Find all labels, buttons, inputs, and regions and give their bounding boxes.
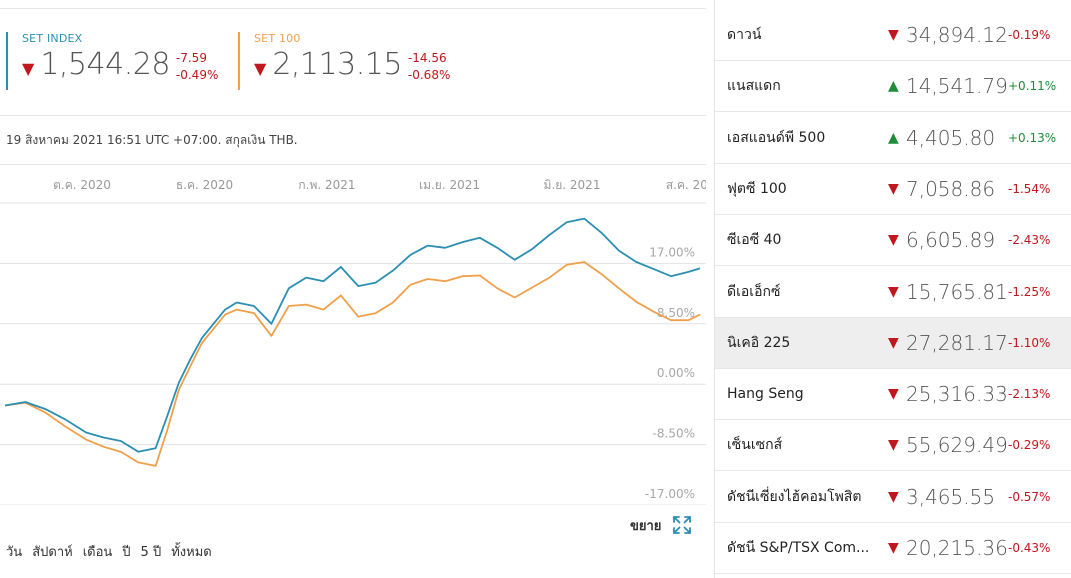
- index-row[interactable]: ดีเอเอ็กซ์ ▼ 15,765.81 -1.25%: [715, 267, 1071, 318]
- index-value: 20,215.36: [906, 536, 1008, 560]
- quote-set-100[interactable]: SET 100 ▼ 2,113.15 -14.56 -0.68%: [238, 32, 450, 90]
- quote-change: -14.56: [407, 51, 447, 65]
- index-value: 25,316.33: [906, 382, 1008, 407]
- up-arrow-icon: ▲: [888, 129, 899, 146]
- index-name: ดัชนี S&P/TSX Com...: [727, 540, 870, 556]
- quote-set-index[interactable]: SET INDEX ▼ 1,544.28 -7.59 -0.49%: [6, 32, 218, 90]
- index-value: 27,281.17: [906, 330, 1008, 355]
- index-change: -0.57%: [1008, 489, 1051, 504]
- down-arrow-icon: ▼: [888, 437, 899, 454]
- line-chart[interactable]: 17.00% 8.50% 0.00% -8.50% -17.00% ต.ค. 2020 ธ.…: [0, 165, 706, 505]
- index-row[interactable]: ดัชนีเซี่ยงไฮ้คอมโพสิต ▼ 3,465.55 -0.57%: [715, 472, 1071, 523]
- chart-panel: SET INDEX ▼ 1,544.28 -7.59 -0.49% SET 10…: [0, 8, 706, 562]
- index-row[interactable]: แนสแดก ▲ 14,541.79 +0.11%: [715, 61, 1071, 113]
- down-arrow-icon: ▼: [888, 386, 899, 403]
- index-name: ซีเอซี 40: [727, 232, 782, 249]
- index-name: ฟุตซี 100: [727, 180, 787, 197]
- y-tick-label: -17.00%: [645, 487, 695, 501]
- quote-name: SET 100: [254, 32, 301, 45]
- index-row[interactable]: ฟุตซี 100 ▼ 7,058.86 -1.54%: [715, 164, 1071, 215]
- index-value: 7,058.86: [906, 176, 996, 201]
- down-arrow-icon: ▼: [888, 334, 899, 351]
- index-row[interactable]: ซีเอซี 40 ▼ 6,605.89 -2.43%: [715, 215, 1071, 267]
- index-name: แนสแดก: [727, 78, 781, 95]
- index-row[interactable]: นิเคอิ 225 ▼ 27,281.17 -1.10%: [715, 317, 1071, 369]
- divider: [0, 115, 706, 116]
- series-line-set-100: [4, 261, 701, 467]
- index-value: 55,629.49: [906, 433, 1008, 458]
- range-year[interactable]: ปี: [122, 545, 131, 560]
- top-divider: [0, 8, 706, 9]
- index-name: ดีเอเอ็กซ์: [727, 283, 781, 300]
- up-arrow-icon: ▲: [888, 78, 899, 95]
- x-tick-label: มิ.ย. 2021: [544, 178, 601, 192]
- index-row[interactable]: เอสแอนด์พี 500 ▲ 4,405.80 +0.13%: [715, 113, 1071, 164]
- index-change: -0.43%: [1008, 541, 1051, 555]
- divider: [0, 164, 706, 165]
- index-row[interactable]: ดาวน์ ▼ 34,894.12 -0.19%: [715, 10, 1071, 61]
- down-arrow-icon: ▼: [22, 59, 35, 78]
- down-arrow-icon: ▼: [888, 232, 899, 249]
- y-tick-label: 17.00%: [649, 245, 695, 259]
- index-change: -0.29%: [1008, 438, 1051, 453]
- index-value: 34,894.12: [906, 23, 1008, 47]
- quote-name: SET INDEX: [22, 32, 83, 45]
- index-row[interactable]: เซ็นเซกส์ ▼ 55,629.49 -0.29%: [715, 420, 1071, 472]
- series-line-set-index: [4, 217, 701, 453]
- index-change: +0.13%: [1008, 130, 1057, 145]
- index-list: ดาวน์ ▼ 34,894.12 -0.19% แนสแดก ▲ 14,541.79 +0.…: [714, 0, 1071, 578]
- index-change: -2.43%: [1008, 233, 1051, 248]
- down-arrow-icon: ▼: [888, 283, 899, 300]
- quote-percent: -0.68%: [407, 68, 451, 82]
- index-change: -1.54%: [1008, 181, 1051, 196]
- index-name: ดัชนีเซี่ยงไฮ้คอมโพสิต: [727, 488, 862, 505]
- index-change: -2.13%: [1008, 387, 1051, 402]
- expand-icon: [673, 516, 692, 534]
- index-name: เซ็นเซกส์: [727, 437, 783, 454]
- index-row[interactable]: Hang Seng ▼ 25,316.33 -2.13%: [715, 369, 1071, 421]
- index-name: Hang Seng: [727, 386, 804, 403]
- y-tick-label: 8.50%: [657, 306, 695, 320]
- quote-value: 1,544.28: [40, 47, 170, 82]
- down-arrow-icon: ▼: [254, 59, 267, 78]
- range-month[interactable]: เดือน: [82, 545, 113, 560]
- as-of-timestamp: 19 สิงหาคม 2021 16:51 UTC +07:00. สกุลเง…: [6, 133, 298, 147]
- index-value: 4,405.80: [906, 125, 996, 150]
- y-tick-label: -8.50%: [653, 427, 695, 441]
- quote-value: 2,113.15: [272, 47, 402, 82]
- index-value: 15,765.81: [906, 279, 1008, 304]
- range-5-year[interactable]: 5 ปี: [140, 545, 162, 560]
- y-tick-label: 0.00%: [657, 366, 695, 380]
- index-row[interactable]: ดัชนี S&P/TSX Com... ▼ 20,215.36 -0.43%: [715, 523, 1071, 574]
- range-day[interactable]: วัน: [6, 545, 23, 560]
- index-change: -1.25%: [1008, 284, 1051, 299]
- index-change: -1.10%: [1008, 335, 1051, 350]
- index-value: 14,541.79: [906, 74, 1008, 99]
- down-arrow-icon: ▼: [888, 180, 899, 197]
- x-tick-label: ส.ค. 2021: [666, 178, 706, 192]
- x-tick-label: ก.พ. 2021: [298, 178, 355, 192]
- quote-percent: -0.49%: [175, 68, 219, 82]
- index-value: 3,465.55: [906, 484, 996, 509]
- index-name: ดาวน์: [727, 27, 762, 43]
- quote-change: -7.59: [175, 51, 207, 65]
- index-name: เอสแอนด์พี 500: [727, 129, 826, 146]
- expand-button[interactable]: ขยาย: [630, 514, 693, 536]
- range-week[interactable]: สัปดาห์: [32, 545, 73, 560]
- down-arrow-icon: ▼: [888, 27, 899, 43]
- down-arrow-icon: ▼: [888, 488, 899, 505]
- index-name: นิเคอิ 225: [727, 334, 791, 351]
- x-tick-label: ต.ค. 2020: [53, 178, 111, 192]
- range-all[interactable]: ทั้งหมด: [171, 545, 212, 560]
- down-arrow-icon: ▼: [888, 540, 899, 556]
- x-tick-label: ธ.ค. 2020: [176, 178, 233, 192]
- expand-label: ขยาย: [630, 518, 662, 534]
- index-change: +0.11%: [1008, 79, 1057, 94]
- index-change: -0.19%: [1008, 28, 1051, 42]
- index-value: 6,605.89: [906, 228, 996, 253]
- time-range-selector: วัน สัปดาห์ เดือน ปี 5 ปี ทั้งหมด: [6, 541, 222, 562]
- x-tick-label: เม.ย. 2021: [419, 178, 480, 192]
